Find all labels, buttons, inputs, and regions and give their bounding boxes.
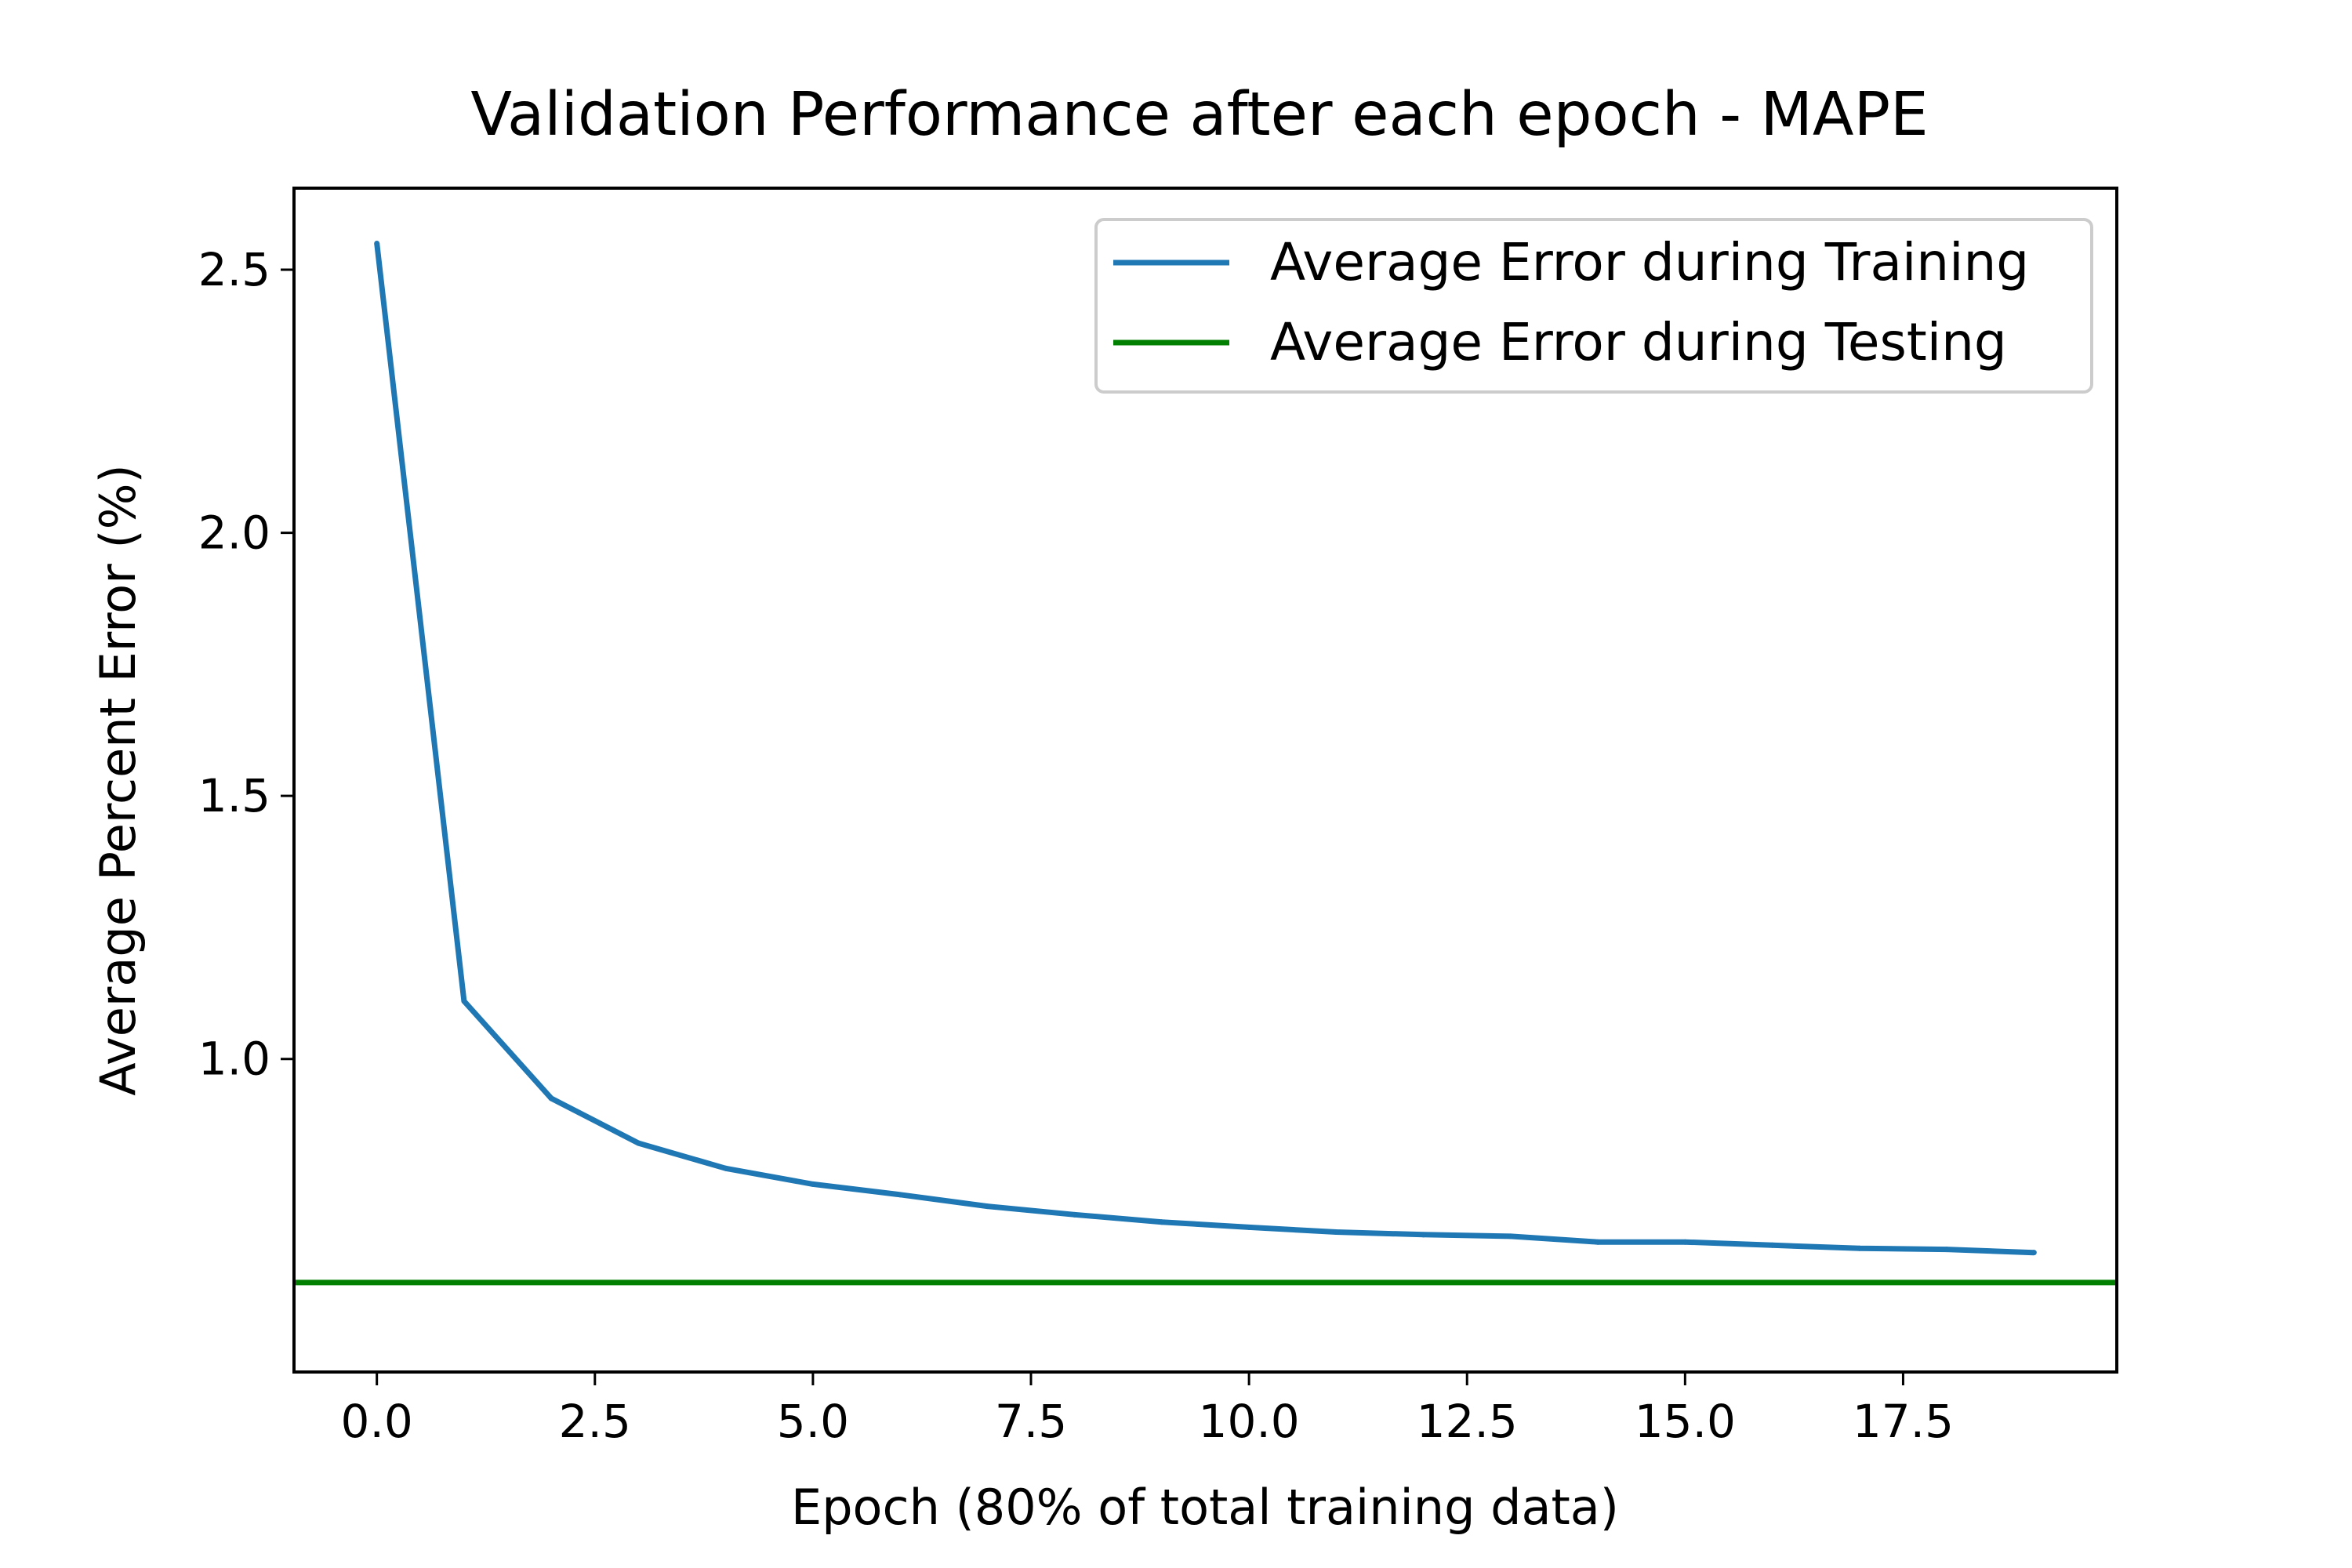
chart-title: Validation Performance after each epoch … xyxy=(470,80,1928,150)
training-point xyxy=(1246,1224,1252,1230)
y-tick-label: 2.0 xyxy=(198,506,270,560)
training-point xyxy=(1944,1247,1950,1253)
training-point xyxy=(1159,1219,1165,1225)
x-tick-label: 17.5 xyxy=(1853,1395,1954,1448)
training-point xyxy=(1508,1233,1514,1240)
training-point xyxy=(1769,1242,1776,1248)
training-point xyxy=(1333,1229,1339,1235)
y-tick-label: 1.0 xyxy=(198,1033,270,1086)
legend-box xyxy=(1094,218,2093,394)
training-point xyxy=(1857,1245,1863,1251)
training-point xyxy=(461,998,467,1004)
training-point xyxy=(1595,1239,1601,1245)
plot-frame xyxy=(292,187,2118,1374)
x-tick-label: 7.5 xyxy=(995,1395,1067,1448)
legend: Average Error during Training Average Err… xyxy=(1094,218,2093,394)
series-layer xyxy=(294,240,2117,1286)
training-point xyxy=(374,240,380,246)
legend-label: Average Error during Testing xyxy=(1270,312,2007,372)
training-point xyxy=(2031,1250,2037,1256)
y-axis: 1.0 1.5 2.0 2.5 xyxy=(198,243,294,1086)
y-tick-label: 1.5 xyxy=(198,769,270,822)
training-point xyxy=(1682,1239,1688,1245)
training-point xyxy=(1421,1232,1427,1238)
x-axis: 0.0 2.5 5.0 7.5 10.0 12.5 15.0 17.5 xyxy=(341,1372,1954,1448)
x-tick-label: 2.5 xyxy=(559,1395,631,1448)
training-point xyxy=(984,1203,990,1210)
x-tick-label: 5.0 xyxy=(777,1395,849,1448)
x-tick-label: 10.0 xyxy=(1199,1395,1300,1448)
series-training-line xyxy=(374,243,2034,1256)
training-point xyxy=(723,1165,729,1171)
training-point xyxy=(810,1181,816,1187)
training-point xyxy=(635,1140,641,1146)
y-axis-label: Average Percent Error (%) xyxy=(89,464,147,1095)
x-tick-label: 15.0 xyxy=(1635,1395,1736,1448)
training-point xyxy=(897,1192,903,1198)
x-tick-label: 12.5 xyxy=(1417,1395,1518,1448)
x-axis-label: Epoch (80% of total training data) xyxy=(791,1479,1619,1536)
legend-label: Average Error during Training xyxy=(1270,232,2029,292)
training-point xyxy=(548,1095,554,1102)
training-point xyxy=(1072,1211,1078,1218)
y-tick-label: 2.5 xyxy=(198,243,270,296)
x-tick-label: 0.0 xyxy=(341,1395,413,1448)
